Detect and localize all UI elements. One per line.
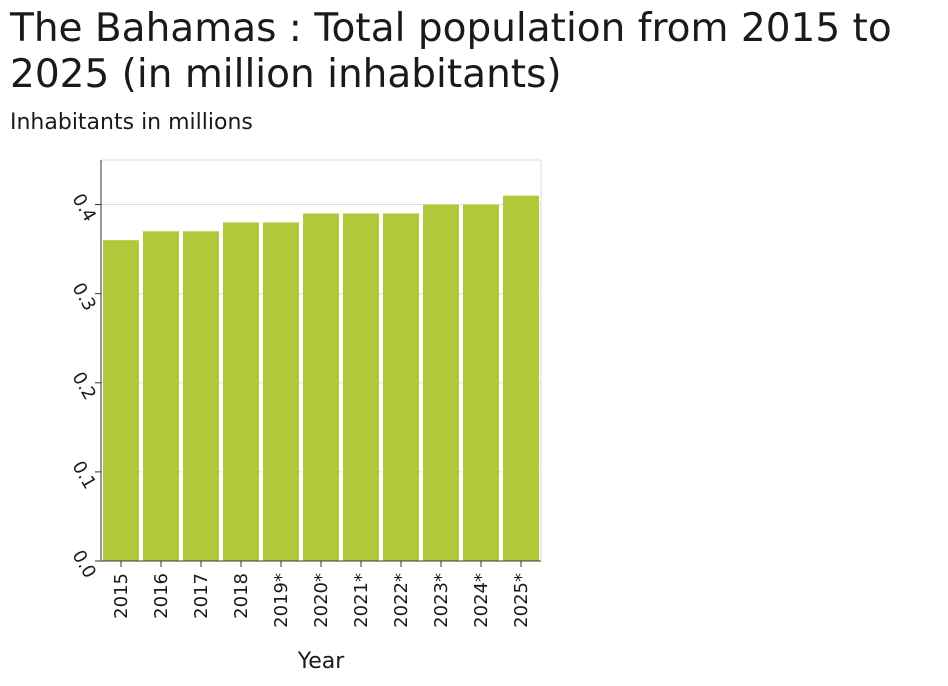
bar-2021 bbox=[343, 213, 379, 561]
bar-2020 bbox=[303, 213, 339, 561]
y-tick-label: 0.3 bbox=[68, 279, 101, 314]
bar-2016 bbox=[143, 231, 179, 562]
x-tick-label: 2015 bbox=[111, 573, 132, 619]
y-tick-label: 0.4 bbox=[68, 190, 101, 225]
x-tick-label: 2020* bbox=[311, 573, 332, 628]
y-tick-label: 0.1 bbox=[68, 457, 101, 492]
bar-2023 bbox=[423, 204, 459, 562]
x-tick-label: 2025* bbox=[511, 573, 532, 628]
x-tick-labels: 2015 2016 2017 2018 2019* 2020* 2021* 2022* 2023… bbox=[111, 573, 532, 628]
bar-2018 bbox=[223, 222, 259, 561]
bar-2024 bbox=[463, 204, 499, 562]
bar-2025 bbox=[503, 195, 539, 561]
y-axis-label: Inhabitants in millions bbox=[10, 110, 253, 135]
x-tick-label: 2023* bbox=[431, 573, 452, 628]
x-tick-label: 2021* bbox=[351, 573, 372, 628]
x-tick-label: 2024* bbox=[471, 573, 492, 628]
x-tick-label: 2016 bbox=[151, 573, 172, 619]
x-tick-label: 2017 bbox=[191, 573, 212, 619]
y-tick-label: 0.0 bbox=[68, 547, 101, 582]
bar-2019 bbox=[263, 222, 299, 561]
bar-2017 bbox=[183, 231, 219, 562]
bar-2022 bbox=[383, 213, 419, 561]
x-axis-label: Year bbox=[297, 649, 346, 674]
axes bbox=[95, 160, 541, 567]
x-tick-label: 2019* bbox=[271, 573, 292, 628]
x-tick-label: 2018 bbox=[231, 573, 252, 619]
bar-2015 bbox=[103, 240, 139, 561]
chart-title: The Bahamas : Total population from 2015… bbox=[10, 6, 892, 97]
bars bbox=[103, 195, 539, 562]
x-tick-label: 2022* bbox=[391, 573, 412, 628]
y-tick-labels: 0.0 0.1 0.2 0.3 0.4 bbox=[68, 190, 101, 582]
y-tick-label: 0.2 bbox=[68, 368, 101, 403]
